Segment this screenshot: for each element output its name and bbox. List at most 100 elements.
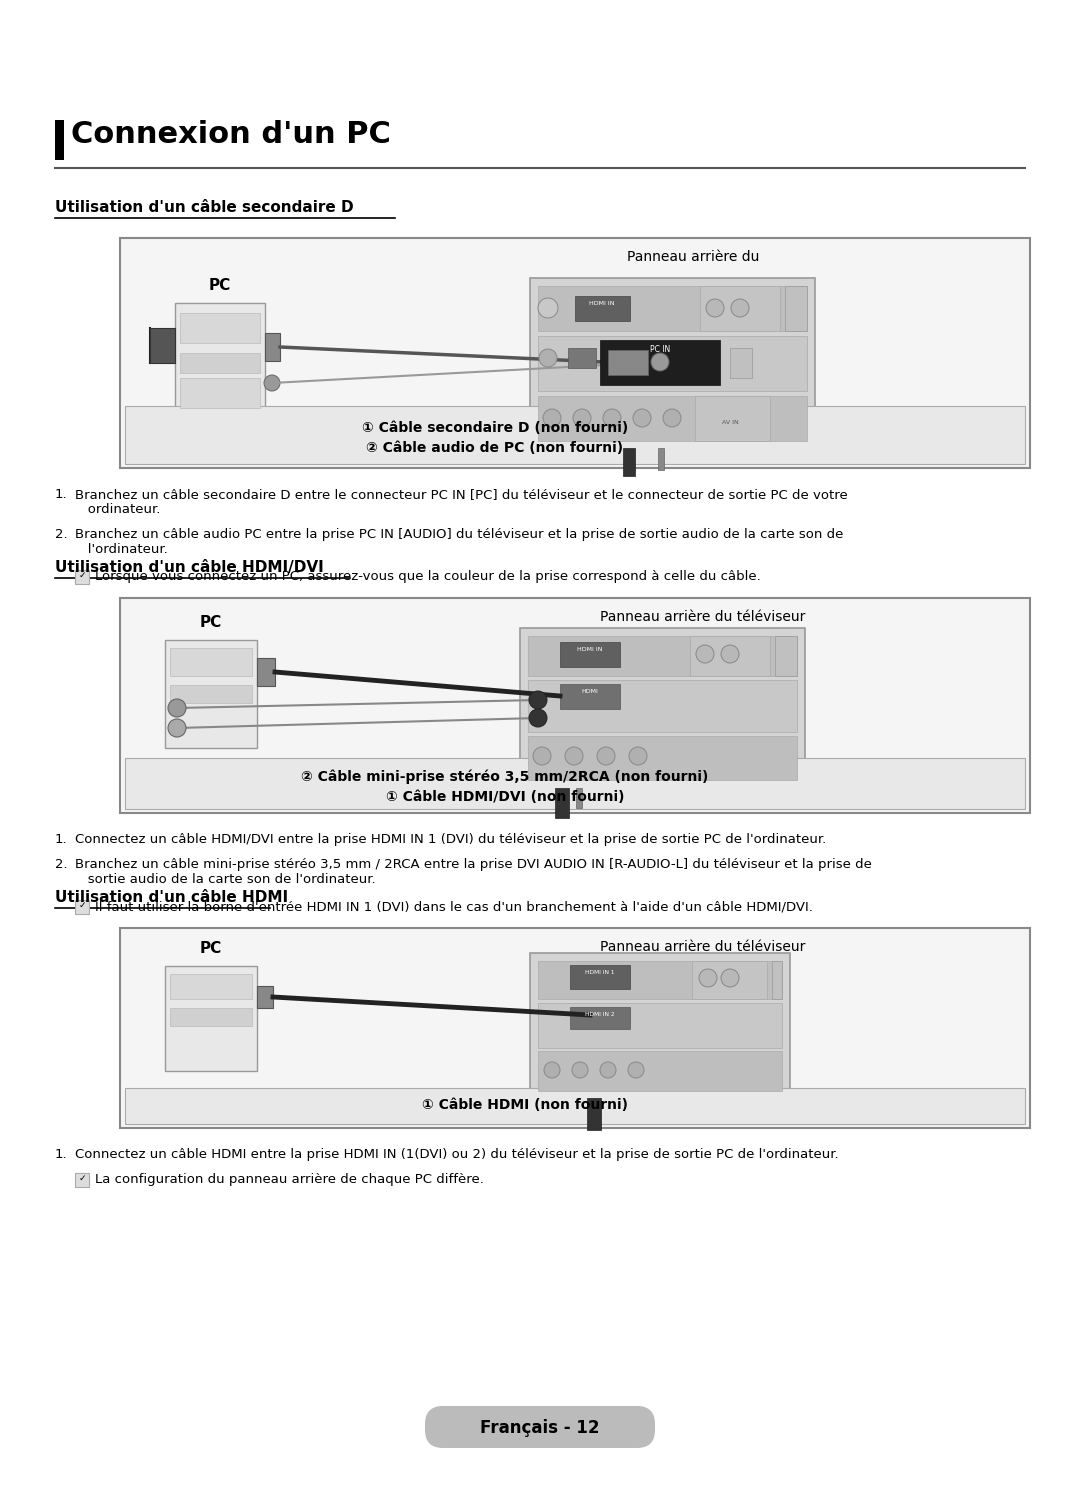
- Text: Il faut utiliser la borne d'entrée HDMI IN 1 (DVI) dans le cas d'un branchement : Il faut utiliser la borne d'entrée HDMI …: [95, 900, 813, 914]
- Bar: [588, 1098, 600, 1129]
- FancyBboxPatch shape: [426, 1406, 654, 1448]
- Bar: [150, 327, 175, 363]
- Bar: [175, 304, 265, 418]
- Bar: [180, 378, 260, 408]
- Text: Connexion d'un PC: Connexion d'un PC: [71, 121, 391, 149]
- Bar: [785, 286, 807, 330]
- Bar: [700, 286, 780, 330]
- Text: AV IN: AV IN: [721, 421, 739, 426]
- Bar: [623, 448, 635, 476]
- Circle shape: [168, 719, 186, 737]
- Circle shape: [627, 1062, 644, 1077]
- Text: Utilisation d'un câble HDMI/DVI: Utilisation d'un câble HDMI/DVI: [55, 559, 324, 574]
- Bar: [528, 737, 797, 780]
- Bar: [730, 348, 752, 378]
- Circle shape: [651, 353, 669, 371]
- Bar: [538, 1003, 782, 1048]
- Text: Branchez un câble mini-prise stéréo 3,5 mm / 2RCA entre la prise DVI AUDIO IN [R: Branchez un câble mini-prise stéréo 3,5 …: [75, 859, 872, 885]
- Bar: [561, 641, 620, 667]
- Circle shape: [663, 409, 681, 427]
- Circle shape: [539, 350, 557, 368]
- Bar: [528, 635, 797, 676]
- Bar: [170, 647, 252, 676]
- Circle shape: [168, 699, 186, 717]
- Text: 1.: 1.: [55, 833, 68, 847]
- Circle shape: [696, 644, 714, 664]
- Text: Branchez un câble audio PC entre la prise PC IN [AUDIO] du téléviseur et la pris: Branchez un câble audio PC entre la pris…: [75, 528, 843, 557]
- Circle shape: [544, 1062, 561, 1077]
- Text: ① Câble secondaire D (non fourni): ① Câble secondaire D (non fourni): [362, 421, 629, 434]
- Circle shape: [573, 409, 591, 427]
- Text: 2.: 2.: [55, 528, 68, 542]
- Circle shape: [699, 969, 717, 987]
- Text: PC: PC: [200, 940, 222, 955]
- Circle shape: [529, 708, 546, 728]
- Text: 1.: 1.: [55, 488, 68, 501]
- Text: PC: PC: [200, 615, 222, 629]
- Circle shape: [706, 299, 724, 317]
- Circle shape: [572, 1062, 588, 1077]
- Bar: [170, 975, 252, 998]
- Bar: [600, 339, 720, 385]
- Text: HDMI IN 1: HDMI IN 1: [585, 970, 615, 975]
- Text: Connectez un câble HDMI entre la prise HDMI IN (1(DVI) ou 2) du téléviseur et la: Connectez un câble HDMI entre la prise H…: [75, 1149, 839, 1161]
- Bar: [538, 336, 807, 391]
- Bar: [555, 789, 569, 818]
- Circle shape: [633, 409, 651, 427]
- Bar: [561, 684, 620, 708]
- Text: HDMI IN: HDMI IN: [590, 301, 615, 307]
- Text: HDMI IN 2: HDMI IN 2: [585, 1012, 615, 1016]
- Text: ① Câble HDMI (non fourni): ① Câble HDMI (non fourni): [422, 1098, 627, 1112]
- Text: 2.: 2.: [55, 859, 68, 870]
- Bar: [125, 757, 1025, 809]
- Bar: [170, 1007, 252, 1027]
- Bar: [575, 296, 630, 321]
- Text: ✓: ✓: [78, 902, 85, 911]
- Text: 1.: 1.: [55, 1149, 68, 1161]
- Text: HDMI IN: HDMI IN: [577, 647, 603, 652]
- Bar: [772, 961, 782, 998]
- Bar: [55, 121, 64, 161]
- Bar: [775, 635, 797, 676]
- Text: Branchez un câble secondaire D entre le connecteur PC IN [PC] du téléviseur et l: Branchez un câble secondaire D entre le …: [75, 488, 848, 516]
- Bar: [265, 333, 280, 362]
- Bar: [75, 1173, 89, 1187]
- Circle shape: [264, 375, 280, 391]
- Bar: [180, 312, 260, 344]
- Circle shape: [565, 747, 583, 765]
- Bar: [530, 278, 815, 448]
- Text: Utilisation d'un câble secondaire D: Utilisation d'un câble secondaire D: [55, 199, 353, 214]
- Bar: [570, 1007, 630, 1030]
- Bar: [538, 961, 782, 998]
- Circle shape: [534, 747, 551, 765]
- Bar: [528, 680, 797, 732]
- Circle shape: [721, 969, 739, 987]
- Circle shape: [629, 747, 647, 765]
- Bar: [530, 952, 789, 1098]
- Text: Connectez un câble HDMI/DVI entre la prise HDMI IN 1 (DVI) du téléviseur et la p: Connectez un câble HDMI/DVI entre la pri…: [75, 833, 826, 847]
- Bar: [120, 598, 1030, 812]
- Bar: [658, 448, 664, 470]
- Bar: [692, 961, 767, 998]
- Bar: [690, 635, 770, 676]
- Bar: [568, 348, 596, 368]
- Text: Panneau arrière du téléviseur: Panneau arrière du téléviseur: [599, 610, 805, 623]
- Text: Lorsque vous connectez un PC, assurez-vous que la couleur de la prise correspond: Lorsque vous connectez un PC, assurez-vo…: [95, 570, 760, 583]
- Text: ② Câble audio de PC (non fourni): ② Câble audio de PC (non fourni): [366, 440, 623, 455]
- Text: Français - 12: Français - 12: [481, 1420, 599, 1437]
- Bar: [608, 350, 648, 375]
- Bar: [75, 570, 89, 583]
- Text: Utilisation d'un câble HDMI: Utilisation d'un câble HDMI: [55, 890, 288, 905]
- Circle shape: [597, 747, 615, 765]
- Bar: [120, 238, 1030, 469]
- Bar: [570, 966, 630, 990]
- Circle shape: [538, 298, 558, 318]
- Bar: [165, 966, 257, 1071]
- Text: ✓: ✓: [78, 571, 85, 580]
- Text: ① Câble HDMI/DVI (non fourni): ① Câble HDMI/DVI (non fourni): [386, 790, 624, 804]
- Bar: [519, 628, 805, 789]
- Bar: [257, 987, 273, 1007]
- Text: PC: PC: [208, 278, 231, 293]
- Text: PC IN: PC IN: [650, 345, 670, 354]
- Bar: [170, 684, 252, 702]
